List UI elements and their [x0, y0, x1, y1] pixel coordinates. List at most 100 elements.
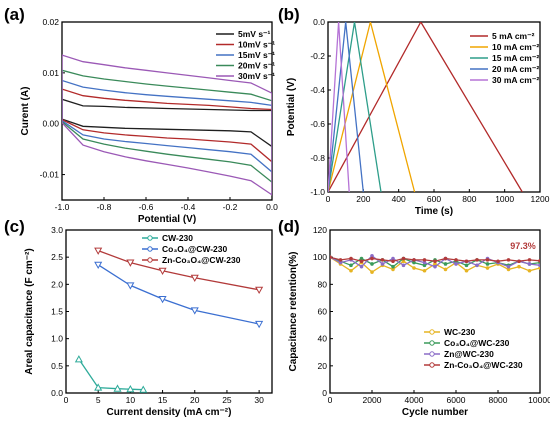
x-tick-label: 2000 — [363, 395, 382, 405]
data-point — [464, 268, 469, 273]
x-tick-label: 4000 — [405, 395, 424, 405]
data-point — [370, 262, 374, 266]
data-point — [255, 286, 264, 294]
data-point — [255, 320, 264, 329]
legend-marker — [429, 362, 435, 368]
legend-label: 30 mA cm⁻² — [492, 75, 539, 85]
legend-marker — [429, 351, 435, 357]
y-axis-title: Areal capacitance (F cm⁻²) — [24, 248, 35, 374]
data-point — [349, 256, 353, 261]
data-point — [485, 266, 490, 270]
legend-label: Co₃O₄@WC-230 — [444, 338, 510, 348]
x-axis-title: Time (s) — [415, 206, 453, 217]
x-tick-label: 5 — [96, 395, 101, 405]
series-line — [328, 22, 364, 192]
x-tick-label: -0.2 — [223, 202, 238, 212]
y-tick-label: 1.0 — [51, 334, 63, 344]
data-point — [349, 268, 353, 273]
data-point — [527, 262, 532, 266]
x-tick-label: 0 — [64, 395, 69, 405]
data-point — [391, 256, 395, 261]
data-point — [94, 261, 103, 270]
legend-marker — [429, 340, 435, 346]
data-point — [443, 256, 448, 261]
series-line — [328, 22, 350, 192]
y-axis-title: Capacitance retention(%) — [288, 251, 299, 371]
x-tick-label: 1000 — [495, 194, 514, 204]
y-tick-label: 80 — [318, 279, 328, 289]
data-point — [380, 258, 385, 262]
y-tick-label: 60 — [318, 307, 328, 317]
y-tick-label: -0.8 — [310, 153, 325, 163]
series-line — [62, 54, 272, 196]
legend-label: WC-230 — [444, 327, 475, 337]
data-point — [527, 258, 532, 262]
data-point — [475, 258, 479, 262]
data-point — [401, 263, 406, 268]
legend-label: 20mV s⁻¹ — [238, 61, 275, 71]
data-point — [338, 258, 343, 262]
data-point — [464, 259, 469, 264]
data-point — [190, 274, 199, 283]
x-axis-title: Current density (mA cm⁻²) — [107, 407, 232, 418]
data-point — [359, 256, 364, 261]
data-point — [433, 262, 437, 266]
data-point — [496, 259, 500, 264]
data-point — [391, 259, 395, 264]
legend-label: Zn-Co₃O₄@CW-230 — [162, 255, 241, 265]
series-line — [62, 98, 272, 148]
x-tick-label: 30 — [254, 395, 264, 405]
data-point — [391, 267, 395, 272]
x-tick-label: 8000 — [489, 395, 508, 405]
legend-marker — [429, 329, 435, 335]
data-point — [370, 254, 374, 258]
y-tick-label: 3.0 — [51, 225, 63, 235]
data-point — [506, 267, 511, 272]
legend-label: 5 mA cm⁻² — [492, 31, 535, 41]
series-line — [62, 79, 272, 173]
y-tick-label: 2.0 — [51, 279, 63, 289]
plot-area — [62, 54, 272, 196]
data-point — [401, 259, 406, 264]
series-line — [328, 22, 416, 192]
data-point — [359, 264, 364, 269]
x-tick-label: 800 — [462, 194, 476, 204]
y-tick-label: 0 — [322, 388, 327, 398]
y-tick-label: -0.2 — [310, 51, 325, 61]
data-point — [338, 260, 343, 265]
data-point — [190, 307, 199, 315]
series-line — [62, 88, 272, 163]
y-tick-label: 20 — [318, 361, 328, 371]
data-point — [433, 259, 437, 264]
x-tick-label: 25 — [222, 395, 232, 405]
panel-c: (c) 0 5 10 15 20 25 30 0.0 0.5 1.0 1.5 2.0 2.5 3.0 Curr… — [4, 217, 273, 418]
panel-b: (b) 0 200 400 600 800 1000 1200 -1.0 -0.8 -0.6 -0.4… — [278, 5, 550, 217]
y-axis-title: Curent (A) — [20, 87, 31, 136]
panel-label: (b) — [278, 5, 300, 24]
x-tick-label: -1.0 — [55, 202, 70, 212]
legend-marker — [147, 246, 153, 252]
data-point — [443, 262, 448, 266]
data-point — [401, 256, 406, 261]
x-tick-label: 0.0 — [266, 202, 278, 212]
data-point — [370, 256, 374, 261]
data-point — [443, 267, 448, 272]
data-point — [391, 264, 395, 269]
legend-label: Co₃O₄@CW-230 — [162, 244, 227, 254]
data-point — [517, 259, 521, 264]
y-tick-label: 0.02 — [42, 17, 59, 27]
x-axis-title: Potential (V) — [138, 214, 196, 225]
y-tick-label: 0.01 — [42, 68, 59, 78]
data-point — [126, 384, 135, 393]
data-point — [94, 247, 103, 255]
data-point — [370, 270, 374, 274]
data-point — [538, 259, 540, 263]
y-axis-title: Potential (V) — [286, 78, 297, 136]
y-tick-label: 0.0 — [313, 17, 325, 27]
x-tick-label: 600 — [427, 194, 441, 204]
x-tick-label: 200 — [356, 194, 370, 204]
data-point — [422, 263, 427, 268]
legend-marker — [147, 257, 153, 263]
data-point — [506, 258, 511, 262]
